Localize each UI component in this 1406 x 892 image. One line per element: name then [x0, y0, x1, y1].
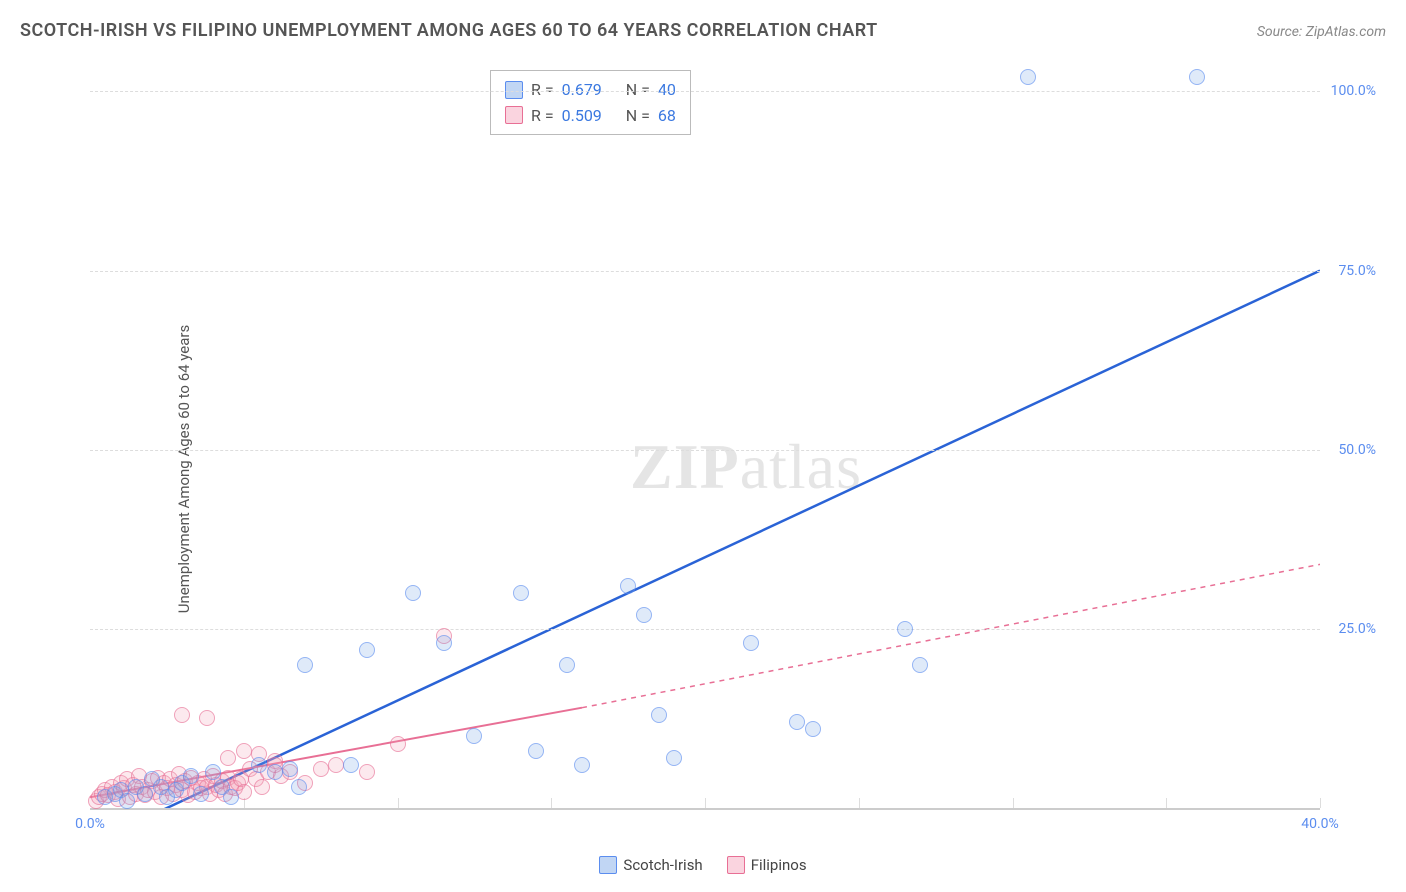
legend-r-label-1: R = — [531, 77, 554, 103]
data-point — [137, 786, 153, 802]
data-point — [291, 779, 307, 795]
y-tick-label: 25.0% — [1326, 621, 1376, 637]
data-point — [297, 657, 313, 673]
gridline-h — [90, 450, 1320, 451]
data-point — [119, 793, 135, 809]
data-point — [559, 657, 575, 673]
legend-stats-box: R = 0.679 N = 40 R = 0.509 N = 68 — [490, 70, 691, 135]
data-point — [199, 710, 215, 726]
data-point — [436, 635, 452, 651]
data-point — [359, 764, 375, 780]
legend-item-scotch-irish: Scotch-Irish — [599, 856, 702, 874]
y-tick-label: 75.0% — [1326, 263, 1376, 279]
data-point — [1189, 69, 1205, 85]
legend-swatch-pink-icon — [727, 856, 745, 874]
legend-r-label-2: R = — [531, 103, 554, 129]
legend-swatch-pink — [505, 106, 523, 124]
data-point — [254, 779, 270, 795]
data-point — [574, 757, 590, 773]
y-tick-label: 100.0% — [1326, 83, 1376, 99]
scatter-plot: R = 0.679 N = 40 R = 0.509 N = 68 ZIPatl… — [90, 70, 1320, 810]
legend-n-label-2: N = — [626, 103, 650, 129]
data-point — [236, 743, 252, 759]
data-point — [313, 761, 329, 777]
data-point — [897, 621, 913, 637]
gridline-h — [90, 629, 1320, 630]
data-point — [789, 714, 805, 730]
data-point — [1020, 69, 1036, 85]
legend-n-value-1: 40 — [658, 77, 676, 103]
gridline-v — [551, 798, 552, 808]
chart-area: Unemployment Among Ages 60 to 64 years R… — [60, 60, 1380, 820]
chart-title: SCOTCH-IRISH VS FILIPINO UNEMPLOYMENT AM… — [20, 20, 878, 41]
gridline-h — [90, 91, 1320, 92]
data-point — [193, 786, 209, 802]
gridline-v — [1320, 798, 1321, 808]
trend-lines-svg — [90, 70, 1320, 808]
data-point — [636, 607, 652, 623]
gridline-v — [398, 798, 399, 808]
x-tick-label: 40.0% — [1301, 816, 1339, 832]
data-point — [620, 578, 636, 594]
data-point — [359, 642, 375, 658]
data-point — [251, 757, 267, 773]
gridline-v — [859, 798, 860, 808]
legend-r-value-2: 0.509 — [562, 103, 602, 129]
legend-swatch-blue-icon — [599, 856, 617, 874]
data-point — [743, 635, 759, 651]
legend-bottom: Scotch-Irish Filipinos — [0, 856, 1406, 874]
data-point — [183, 768, 199, 784]
gridline-v — [1166, 798, 1167, 808]
data-point — [805, 721, 821, 737]
gridline-h — [90, 271, 1320, 272]
legend-item-filipinos: Filipinos — [727, 856, 807, 874]
data-point — [405, 585, 421, 601]
data-point — [912, 657, 928, 673]
data-point — [267, 764, 283, 780]
data-point — [174, 707, 190, 723]
legend-r-value-1: 0.679 — [562, 77, 602, 103]
data-point — [528, 743, 544, 759]
watermark: ZIPatlas — [630, 430, 862, 504]
source-label: Source: ZipAtlas.com — [1257, 24, 1386, 40]
legend-n-label-1: N = — [626, 77, 650, 103]
legend-label-filipinos: Filipinos — [751, 856, 807, 874]
legend-n-value-2: 68 — [658, 103, 676, 129]
gridline-v — [1013, 798, 1014, 808]
data-point — [466, 728, 482, 744]
legend-swatch-blue — [505, 81, 523, 99]
x-tick-label: 0.0% — [75, 816, 105, 832]
data-point — [666, 750, 682, 766]
data-point — [513, 585, 529, 601]
gridline-v — [705, 798, 706, 808]
data-point — [220, 750, 236, 766]
data-point — [651, 707, 667, 723]
legend-label-scotch-irish: Scotch-Irish — [623, 856, 702, 874]
data-point — [282, 761, 298, 777]
legend-stats-row-2: R = 0.509 N = 68 — [505, 103, 676, 129]
data-point — [205, 764, 221, 780]
legend-stats-row-1: R = 0.679 N = 40 — [505, 77, 676, 103]
y-tick-label: 50.0% — [1326, 442, 1376, 458]
data-point — [343, 757, 359, 773]
data-point — [390, 736, 406, 752]
data-point — [328, 757, 344, 773]
data-point — [223, 789, 239, 805]
